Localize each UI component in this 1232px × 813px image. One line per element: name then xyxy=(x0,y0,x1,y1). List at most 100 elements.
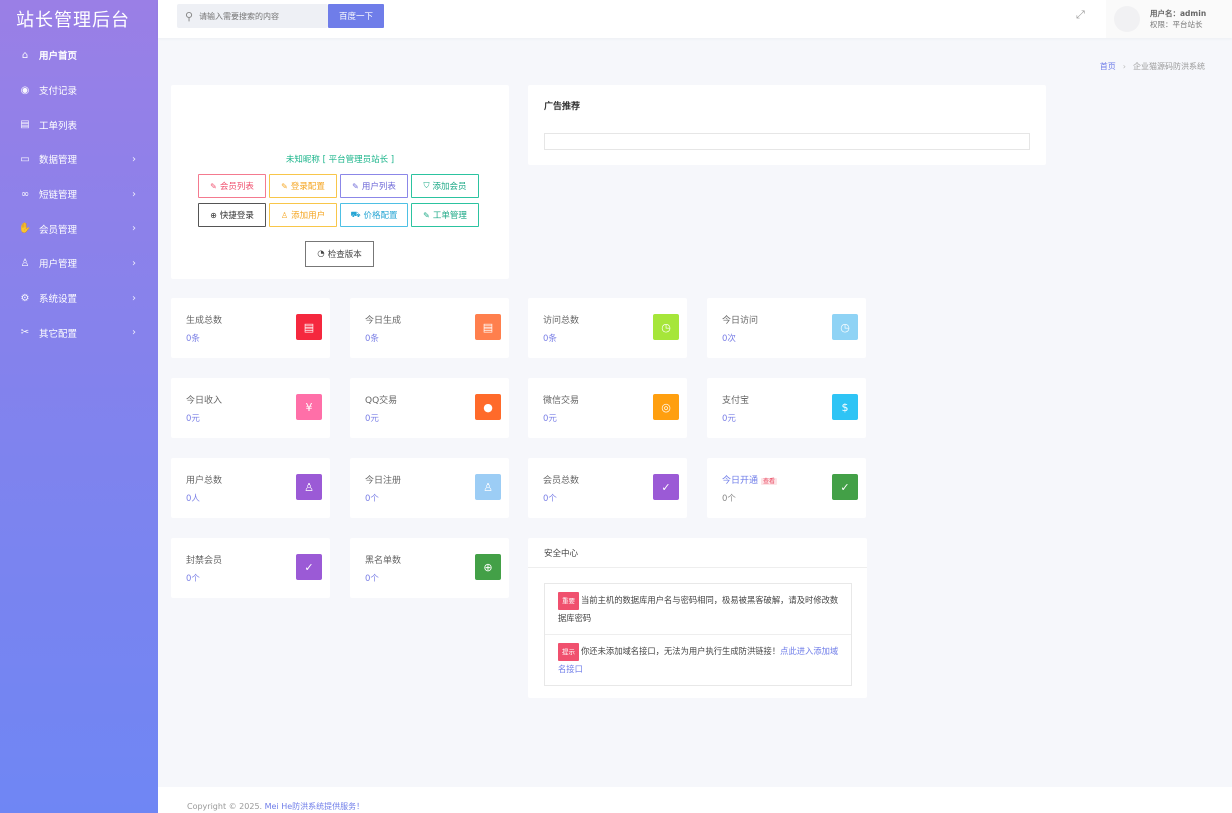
footer-brand-link[interactable]: Mei He防洪系统提供服务！ xyxy=(264,802,365,811)
stat-value: 0元 xyxy=(722,414,736,424)
button-icon: ✎ xyxy=(423,210,430,220)
stat-value: 0个 xyxy=(543,494,557,504)
sidebar-item-label: 短链管理 xyxy=(39,190,78,202)
fullscreen-icon[interactable]: ⤢ xyxy=(1076,8,1085,21)
security-item: 重要 当前主机的数据库用户名与密码相同，极易被黑客破解，请及时修改数据库密码 xyxy=(545,584,851,634)
stat-label-text: 今日开通 xyxy=(722,476,759,486)
button-icon: ⛟ xyxy=(350,210,361,219)
stat-label: 微信交易 xyxy=(543,393,579,406)
ticket-manage-button[interactable]: ✎ 工单管理 xyxy=(411,203,479,227)
stat-value: 0个 xyxy=(365,494,379,504)
stat-card: 封禁会员 0个 ✓ xyxy=(171,538,330,598)
sidebar-item[interactable]: ⚙ 系统设置 › xyxy=(0,281,158,316)
breadcrumb-home[interactable]: 首页 xyxy=(1099,62,1116,71)
price-config-button[interactable]: ⛟ 价格配置 xyxy=(340,203,408,227)
stat-icon: ♙ xyxy=(475,474,501,500)
link-icon: ∞ xyxy=(20,188,30,200)
sidebar-item[interactable]: ⌂ 用户首页 xyxy=(0,38,158,73)
copyright: Copyright © 2025. xyxy=(187,802,263,811)
divider xyxy=(528,567,867,568)
button-label: 工单管理 xyxy=(432,211,467,221)
stat-value: 0元 xyxy=(365,414,379,424)
top-bar: ⚲ 百度一下 ⤢ 用户名：admin 权限：平台站长 xyxy=(158,0,1232,38)
security-text: 当前主机的数据库用户名与密码相同，极易被黑客破解，请及时修改数据库密码 xyxy=(558,595,839,623)
stat-label-text: 访问总数 xyxy=(543,316,580,326)
sidebar: 站长管理后台 ⌂ 用户首页 ◉ 支付记录 ▤ 工单列表 ▭ 数据管理 › ∞ 短链管理 › ✋ 会员管理 ›… xyxy=(0,0,158,813)
sidebar-item-label: 会员管理 xyxy=(39,224,78,236)
sidebar-item-label: 其它配置 xyxy=(39,328,78,340)
view-tag[interactable]: 查看 xyxy=(761,478,778,485)
check-version-button[interactable]: ◔ 检查版本 xyxy=(305,241,374,267)
sidebar-item[interactable]: ▭ 数据管理 › xyxy=(0,142,158,177)
stat-card: 今日开通 查看 0个 ✓ xyxy=(707,458,866,518)
stat-icon: $ xyxy=(832,394,858,420)
stat-label-text: 用户总数 xyxy=(186,476,223,486)
login-config-button[interactable]: ✎ 登录配置 xyxy=(269,174,337,198)
sidebar-item[interactable]: ◉ 支付记录 xyxy=(0,73,158,108)
stat-label: 封禁会员 xyxy=(186,553,222,566)
important-badge: 重要 xyxy=(558,592,579,610)
stat-label: 今日开通 查看 xyxy=(722,473,778,486)
stat-label-text: 今日访问 xyxy=(722,316,759,326)
stat-icon: ● xyxy=(475,394,501,420)
chevron-right-icon: › xyxy=(132,292,136,304)
sidebar-item[interactable]: ✋ 会员管理 › xyxy=(0,211,158,246)
breadcrumb-current: 企业猫源码防洪系统 xyxy=(1133,62,1205,71)
add-member-button[interactable]: ⛉ 添加会员 xyxy=(411,174,479,198)
user-list-button[interactable]: ✎ 用户列表 xyxy=(340,174,408,198)
stat-icon: ◷ xyxy=(653,314,679,340)
stat-card: QQ交易 0元 ● xyxy=(350,378,509,438)
stat-icon: ¥ xyxy=(296,394,322,420)
user-panel[interactable]: 用户名：admin 权限：平台站长 xyxy=(1106,0,1232,38)
button-icon: ⊕ xyxy=(210,210,217,220)
stat-label-text: 今日注册 xyxy=(365,476,402,486)
stat-label: 访问总数 xyxy=(543,313,579,326)
nickname: 未知昵称 [ 平台管理员站长 ] xyxy=(285,155,395,165)
button-icon: ✎ xyxy=(352,181,359,191)
sidebar-item[interactable]: ♙ 用户管理 › xyxy=(0,246,158,281)
quick-login-button[interactable]: ⊕ 快捷登录 xyxy=(198,203,266,227)
search-button[interactable]: 百度一下 xyxy=(328,4,384,28)
speedometer-icon: ◔ xyxy=(317,249,325,259)
search-input[interactable] xyxy=(199,11,320,21)
stat-label-text: 微信交易 xyxy=(543,396,580,406)
add-domain-link[interactable]: 点此进入添加域名接口 xyxy=(558,646,839,674)
button-label: 添加用户 xyxy=(291,211,326,221)
button-label: 添加会员 xyxy=(432,182,467,192)
stat-icon: ▤ xyxy=(475,314,501,340)
button-label: 价格配置 xyxy=(363,211,398,221)
button-icon: ✎ xyxy=(210,181,217,191)
sidebar-nav: ⌂ 用户首页 ◉ 支付记录 ▤ 工单列表 ▭ 数据管理 › ∞ 短链管理 › ✋ 会员管理 › ♙ 用户管理 › ⚙… xyxy=(0,38,158,350)
avatar[interactable] xyxy=(1114,6,1140,32)
user-icon: ♙ xyxy=(20,257,30,269)
stat-label: QQ交易 xyxy=(365,393,397,406)
stat-value: 0条 xyxy=(543,334,557,344)
stat-value: 0条 xyxy=(365,334,379,344)
footer: Copyright © 2025. Mei He防洪系统提供服务！ xyxy=(158,787,1232,813)
button-label: 会员列表 xyxy=(219,182,254,192)
button-label: 登录配置 xyxy=(290,182,325,192)
sidebar-item[interactable]: ✂ 其它配置 › xyxy=(0,316,158,351)
button-label: 快捷登录 xyxy=(219,211,254,221)
stat-label-text: 支付宝 xyxy=(722,396,750,406)
user-name: 用户名：admin xyxy=(1150,9,1207,18)
add-user-button[interactable]: ♙ 添加用户 xyxy=(269,203,337,227)
chevron-right-icon: › xyxy=(132,188,136,200)
sidebar-item[interactable]: ▤ 工单列表 xyxy=(0,107,158,142)
stat-icon: ✓ xyxy=(653,474,679,500)
stat-card: 今日生成 0条 ▤ xyxy=(350,298,509,358)
stat-card: 今日注册 0个 ♙ xyxy=(350,458,509,518)
stat-label: 会员总数 xyxy=(543,473,579,486)
ad-content xyxy=(544,133,1030,150)
payment-icon: ◉ xyxy=(20,84,30,96)
home-icon: ⌂ xyxy=(21,49,29,61)
button-label: 用户列表 xyxy=(361,182,396,192)
stat-icon: ◷ xyxy=(832,314,858,340)
settings-icon: ⚙ xyxy=(20,292,30,304)
stat-value: 0条 xyxy=(186,334,200,344)
sidebar-item[interactable]: ∞ 短链管理 › xyxy=(0,177,158,212)
stat-label: 黑名单数 xyxy=(365,553,401,566)
search-icon: ⚲ xyxy=(185,9,194,23)
member-list-button[interactable]: ✎ 会员列表 xyxy=(198,174,266,198)
stat-label-text: 黑名单数 xyxy=(365,556,402,566)
